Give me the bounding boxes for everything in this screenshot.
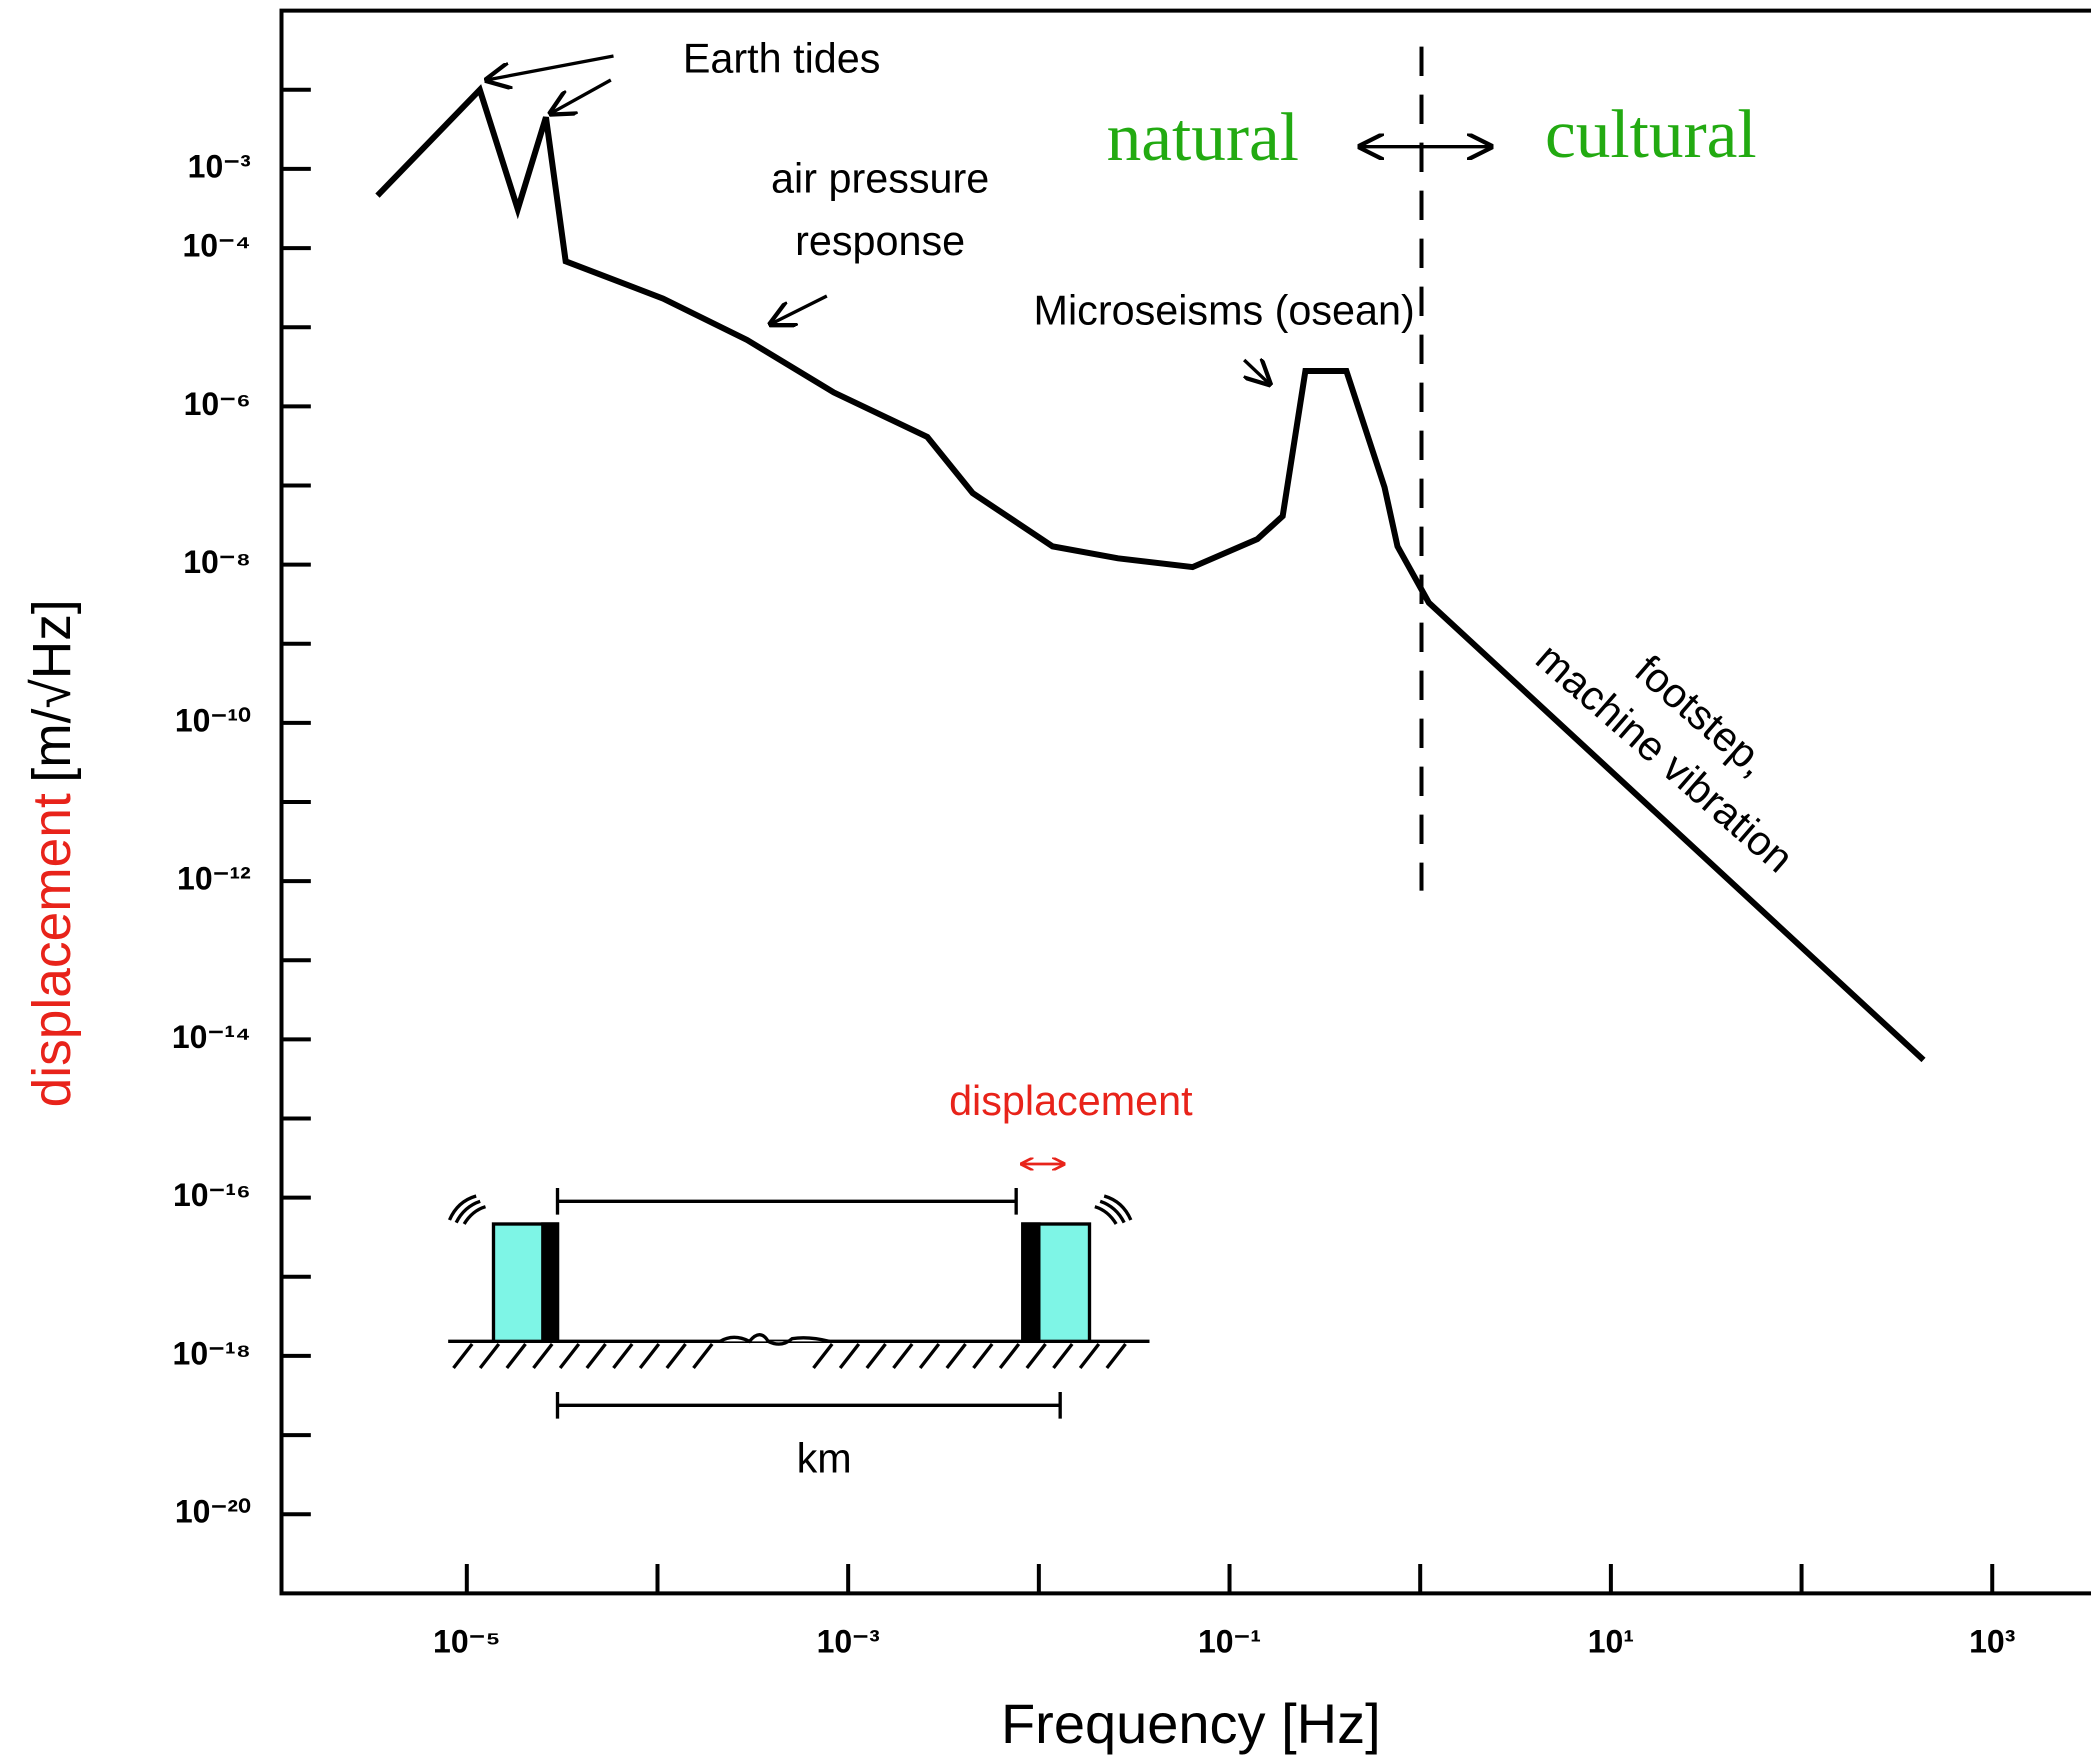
x-tick-label: 10³ [1969,1623,2015,1659]
y-tick-label: 10⁻¹⁴ [172,1019,251,1055]
annotation: air pressure [771,155,989,201]
axes-frame [279,8,2091,1596]
y-tick-label: 10⁻²⁰ [175,1494,251,1530]
inset-diagram [447,1164,1150,1419]
y-tick-label: 10⁻⁸ [183,544,251,580]
y-tick-label: 10⁻¹⁸ [173,1335,251,1371]
arrow [487,54,614,80]
y-tick-label: 10⁻⁶ [184,386,251,422]
annotation: km [797,1435,852,1481]
arrow [1244,360,1269,384]
annotation: cultural [1545,95,1757,172]
y-tick-label: 10⁻³ [188,148,251,184]
y-axis-unit: [m/√Hz] [23,599,82,782]
arrow [771,294,828,324]
y-tick-label: 10⁻⁴ [183,228,251,264]
y-tick-label: 10⁻¹² [177,861,251,897]
annotation: displacement [949,1078,1193,1124]
x-tick-label: 10¹ [1588,1623,1634,1659]
x-axis-label: Frequency [Hz] [1001,1692,1381,1755]
y-tick-label: 10⁻¹⁶ [173,1177,251,1213]
annotation: Earth tides [683,35,881,81]
data-line [375,84,1926,1063]
y-axis-label: displacement [m/√Hz] [23,599,82,1107]
y-tick-label: 10⁻¹⁰ [175,702,251,738]
y-axis-quantity: displacement [23,793,82,1107]
x-tick-label: 10⁻⁵ [433,1623,501,1659]
annotation: response [795,218,965,264]
annotation: natural [1107,98,1299,175]
x-tick-label: 10⁻¹ [1198,1623,1261,1659]
annotation: Microseisms (osean) [1034,287,1415,333]
x-tick-label: 10⁻³ [817,1623,880,1659]
arrow [551,78,612,113]
